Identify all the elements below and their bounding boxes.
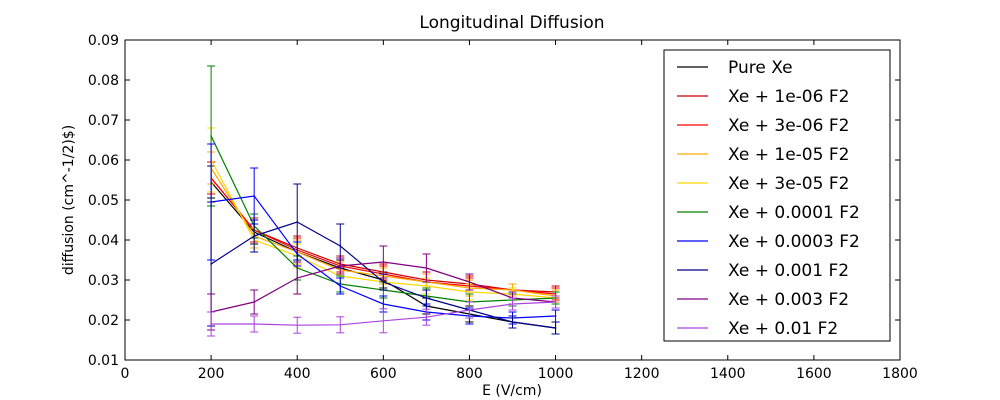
y-tick-label: 0.04 <box>88 233 119 249</box>
legend-label: Xe + 0.003 F2 <box>728 290 849 310</box>
data-point <box>468 309 471 311</box>
legend-label: Xe + 3e-06 F2 <box>728 116 849 136</box>
x-tick-label: 1800 <box>882 366 918 382</box>
y-tick-label: 0.01 <box>88 353 119 369</box>
data-point <box>253 195 255 197</box>
data-point <box>511 303 514 305</box>
data-point <box>296 324 299 327</box>
x-tick-label: 1600 <box>796 366 832 382</box>
data-point <box>210 263 212 265</box>
data-point <box>253 323 255 325</box>
y-tick-label: 0.09 <box>88 33 119 49</box>
data-point <box>382 303 385 305</box>
data-point <box>382 281 385 283</box>
legend-label: Xe + 0.0001 F2 <box>728 203 860 223</box>
x-axis: 0 200 400 600 800 1000 1200 1400 1600 1800 <box>121 40 918 382</box>
x-tick-label: 600 <box>370 366 397 382</box>
y-tick-label: 0.08 <box>88 73 119 89</box>
legend-label: Xe + 3e-05 F2 <box>728 174 849 194</box>
y-axis-label: diffusion (cm^-1/2)$) <box>61 125 77 275</box>
legend: Pure Xe Xe + 1e-06 F2 Xe + 3e-06 F2 Xe + 1e… <box>663 49 891 342</box>
data-point <box>382 320 385 322</box>
x-tick-label: 1000 <box>538 366 574 382</box>
data-point <box>339 265 342 267</box>
data-point <box>468 281 471 283</box>
y-tick-label: 0.02 <box>88 313 119 329</box>
data-point <box>425 285 428 287</box>
data-point <box>425 297 428 299</box>
data-point <box>382 261 385 263</box>
data-point <box>339 245 342 247</box>
data-point <box>339 285 342 287</box>
legend-label: Xe + 0.001 F2 <box>728 261 849 281</box>
data-point <box>468 291 471 293</box>
legend-label: Xe + 1e-05 F2 <box>728 145 849 165</box>
x-axis-label: E (V/cm) <box>482 383 542 399</box>
data-point <box>425 267 428 269</box>
x-tick-label: 1200 <box>624 366 660 382</box>
x-tick-label: 1400 <box>710 366 746 382</box>
data-point <box>511 321 514 323</box>
chart-title: Longitudinal Diffusion <box>419 13 604 33</box>
data-point <box>253 301 255 303</box>
legend-label: Xe + 0.01 F2 <box>728 319 838 339</box>
data-point <box>210 323 212 325</box>
x-tick-label: 0 <box>121 366 130 382</box>
y-axis: 0.01 0.02 0.03 0.04 0.05 0.06 0.07 0.08 0.09 <box>88 33 900 369</box>
series-9 <box>207 295 560 337</box>
data-point <box>296 221 299 223</box>
data-point <box>554 327 557 329</box>
data-point <box>554 315 557 317</box>
legend-box <box>663 49 891 342</box>
y-tick-label: 0.06 <box>88 153 119 169</box>
legend-label: Xe + 1e-06 F2 <box>728 87 849 107</box>
y-tick-label: 0.05 <box>88 193 119 209</box>
legend-label: Pure Xe <box>728 58 793 78</box>
x-tick-label: 200 <box>198 366 225 382</box>
y-tick-label: 0.07 <box>88 113 119 129</box>
data-point <box>210 135 212 137</box>
x-tick-label: 400 <box>284 366 311 382</box>
series-layer <box>207 65 560 337</box>
data-point <box>425 316 428 319</box>
y-tick-label: 0.03 <box>88 273 119 289</box>
data-point <box>339 324 342 326</box>
x-tick-label: 800 <box>456 366 483 382</box>
data-point <box>253 235 255 237</box>
data-point <box>296 277 299 279</box>
data-point <box>554 301 557 303</box>
legend-label: Xe + 0.0003 F2 <box>728 232 860 252</box>
